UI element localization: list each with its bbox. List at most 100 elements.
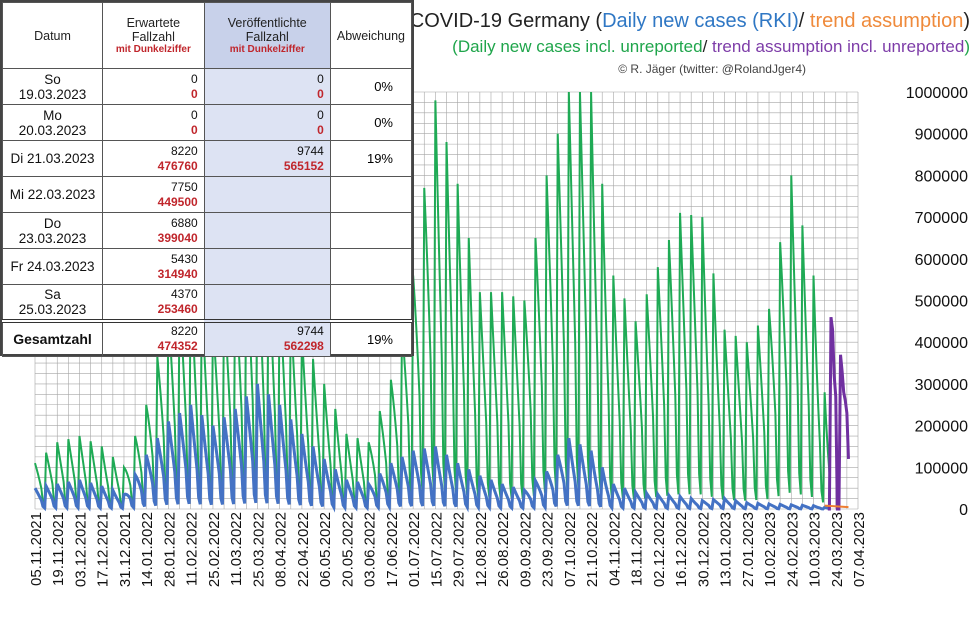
subtitle-sep: / (702, 37, 713, 56)
x-tick-label: 28.01.2022 (161, 512, 178, 587)
x-tick-label: 26.08.2022 (495, 512, 512, 587)
cell-value: 6880 (170, 215, 198, 230)
y-tick-label: 600000 (915, 252, 968, 269)
cell-value-unreported: 0 (317, 122, 324, 137)
x-tick-label: 19.11.2021 (50, 512, 67, 586)
cell-value: 7750 (170, 179, 198, 194)
subtitle-open: ( (452, 37, 458, 56)
x-tick-label: 30.12.2022 (695, 512, 712, 587)
table-row: Do 23.03.2023 6880 399040 (1, 212, 413, 249)
x-tick-label: 15.07.2022 (428, 512, 445, 587)
cell-published: 9744 562298 (203, 318, 331, 357)
x-tick-label: 10.02.2023 (762, 512, 779, 587)
chart-credit: © R. Jäger (twitter: @RolandJger4) (618, 62, 806, 76)
row-date: So 19.03.2023 (1, 68, 104, 105)
x-tick-label: 23.09.2022 (540, 512, 557, 587)
cell-published (203, 248, 331, 285)
table-row: Di 21.03.2023 8220 476760 9744 565152 19% (1, 140, 413, 177)
y-tick-label: 500000 (915, 294, 968, 311)
cell-value: 9744 (297, 324, 324, 339)
table-total-row: Gesamtzahl 8220 474352 9744 562298 19% (1, 318, 413, 357)
table-row: Fr 24.03.2023 5430 314940 (1, 248, 413, 285)
y-tick-label: 1000000 (906, 85, 968, 102)
table-row: Mo 20.03.2023 0 0 0 0 0% (1, 104, 413, 141)
x-tick-label: 14.01.2022 (139, 512, 156, 587)
table-row: Mi 22.03.2023 7750 449500 (1, 176, 413, 213)
x-tick-label: 04.11.2022 (606, 512, 623, 586)
header-expected-sub: mit Dunkelziffer (115, 44, 191, 55)
cell-deviation (329, 176, 413, 213)
cell-expected: 7750 449500 (102, 176, 205, 213)
cell-expected: 6880 399040 (102, 212, 205, 249)
x-tick-label: 27.01.2023 (740, 512, 757, 587)
cell-value-unreported: 0 (191, 122, 198, 137)
y-tick-label: 0 (959, 502, 968, 519)
row-date: Mi 22.03.2023 (1, 176, 104, 213)
row-date: Do 23.03.2023 (1, 212, 104, 249)
x-tick-label: 22.04.2022 (295, 512, 312, 587)
cell-deviation (329, 248, 413, 285)
y-tick-label: 400000 (915, 335, 968, 352)
cell-value: 8220 (170, 324, 198, 339)
x-tick-label: 17.06.2022 (384, 512, 401, 587)
x-tick-label: 25.03.2022 (250, 512, 267, 587)
cell-value-unreported: 449500 (157, 194, 198, 209)
cell-expected: 8220 474352 (102, 318, 205, 357)
cell-value-unreported: 0 (317, 86, 324, 101)
y-tick-label: 700000 (915, 210, 968, 227)
cell-value: 5430 (170, 251, 198, 266)
subtitle-series-unreported: Daily new cases incl. unreported (457, 37, 703, 56)
x-tick-label: 17.12.2021 (95, 512, 112, 587)
cell-value: 9744 (297, 143, 324, 158)
x-tick-label: 07.10.2022 (562, 512, 579, 587)
cell-value-unreported: 399040 (157, 230, 198, 245)
title-suffix: ) (963, 10, 970, 32)
cell-deviation: 0% (329, 104, 413, 141)
cell-value-unreported: 253460 (157, 301, 198, 316)
cell-value: 4370 (170, 286, 198, 301)
header-published-label: Veröffentlichte Fallzahl (227, 16, 307, 44)
x-tick-label: 24.02.2023 (784, 512, 801, 587)
cell-expected: 8220 476760 (102, 140, 205, 177)
series-line-rki (33, 383, 830, 513)
header-published: Veröffentlichte Fallzahl mit Dunkelziffer (203, 2, 331, 69)
cell-published: 9744 565152 (203, 140, 331, 177)
cell-expected: 5430 314940 (102, 248, 205, 285)
x-tick-label: 11.03.2022 (228, 512, 245, 586)
cell-value: 0 (191, 71, 198, 86)
y-tick-label: 300000 (915, 377, 968, 394)
row-date: Fr 24.03.2023 (1, 248, 104, 285)
cell-value-unreported: 314940 (157, 266, 198, 281)
x-tick-label: 05.11.2021 (28, 512, 45, 586)
subtitle-close: ) (964, 37, 970, 56)
x-tick-label: 10.03.2023 (807, 512, 824, 587)
cell-published (203, 284, 331, 321)
total-label: Gesamtzahl (1, 318, 104, 357)
title-prefix: COVID-19 Germany ( (409, 10, 603, 32)
subtitle-series-trend-unreported: trend assumption incl. unreported (712, 37, 965, 56)
cell-deviation: 19% (329, 318, 413, 357)
cell-value: 0 (317, 71, 324, 86)
cell-expected: 4370 253460 (102, 284, 205, 321)
cell-deviation: 19% (329, 140, 413, 177)
series-line-trend-unreported (827, 316, 850, 511)
cell-value-unreported: 0 (191, 86, 198, 101)
x-tick-label: 20.05.2022 (339, 512, 356, 587)
cell-value: 8220 (170, 143, 198, 158)
x-tick-label: 03.06.2022 (362, 512, 379, 587)
y-tick-label: 900000 (915, 127, 968, 144)
forecast-table: Datum Erwartete Fallzahl mit Dunkelziffer… (0, 0, 414, 357)
x-tick-label: 24.03.2023 (829, 512, 846, 587)
series-line-trend (824, 504, 849, 509)
cell-value: 0 (191, 107, 198, 122)
row-date: Sa 25.03.2023 (1, 284, 104, 321)
cell-value-unreported: 562298 (283, 339, 324, 354)
x-tick-label: 29.07.2022 (451, 512, 468, 587)
table-row: Sa 25.03.2023 4370 253460 (1, 284, 413, 321)
cell-published (203, 176, 331, 213)
header-deviation: Abweichung (329, 2, 413, 69)
title-sep: / (798, 10, 810, 32)
